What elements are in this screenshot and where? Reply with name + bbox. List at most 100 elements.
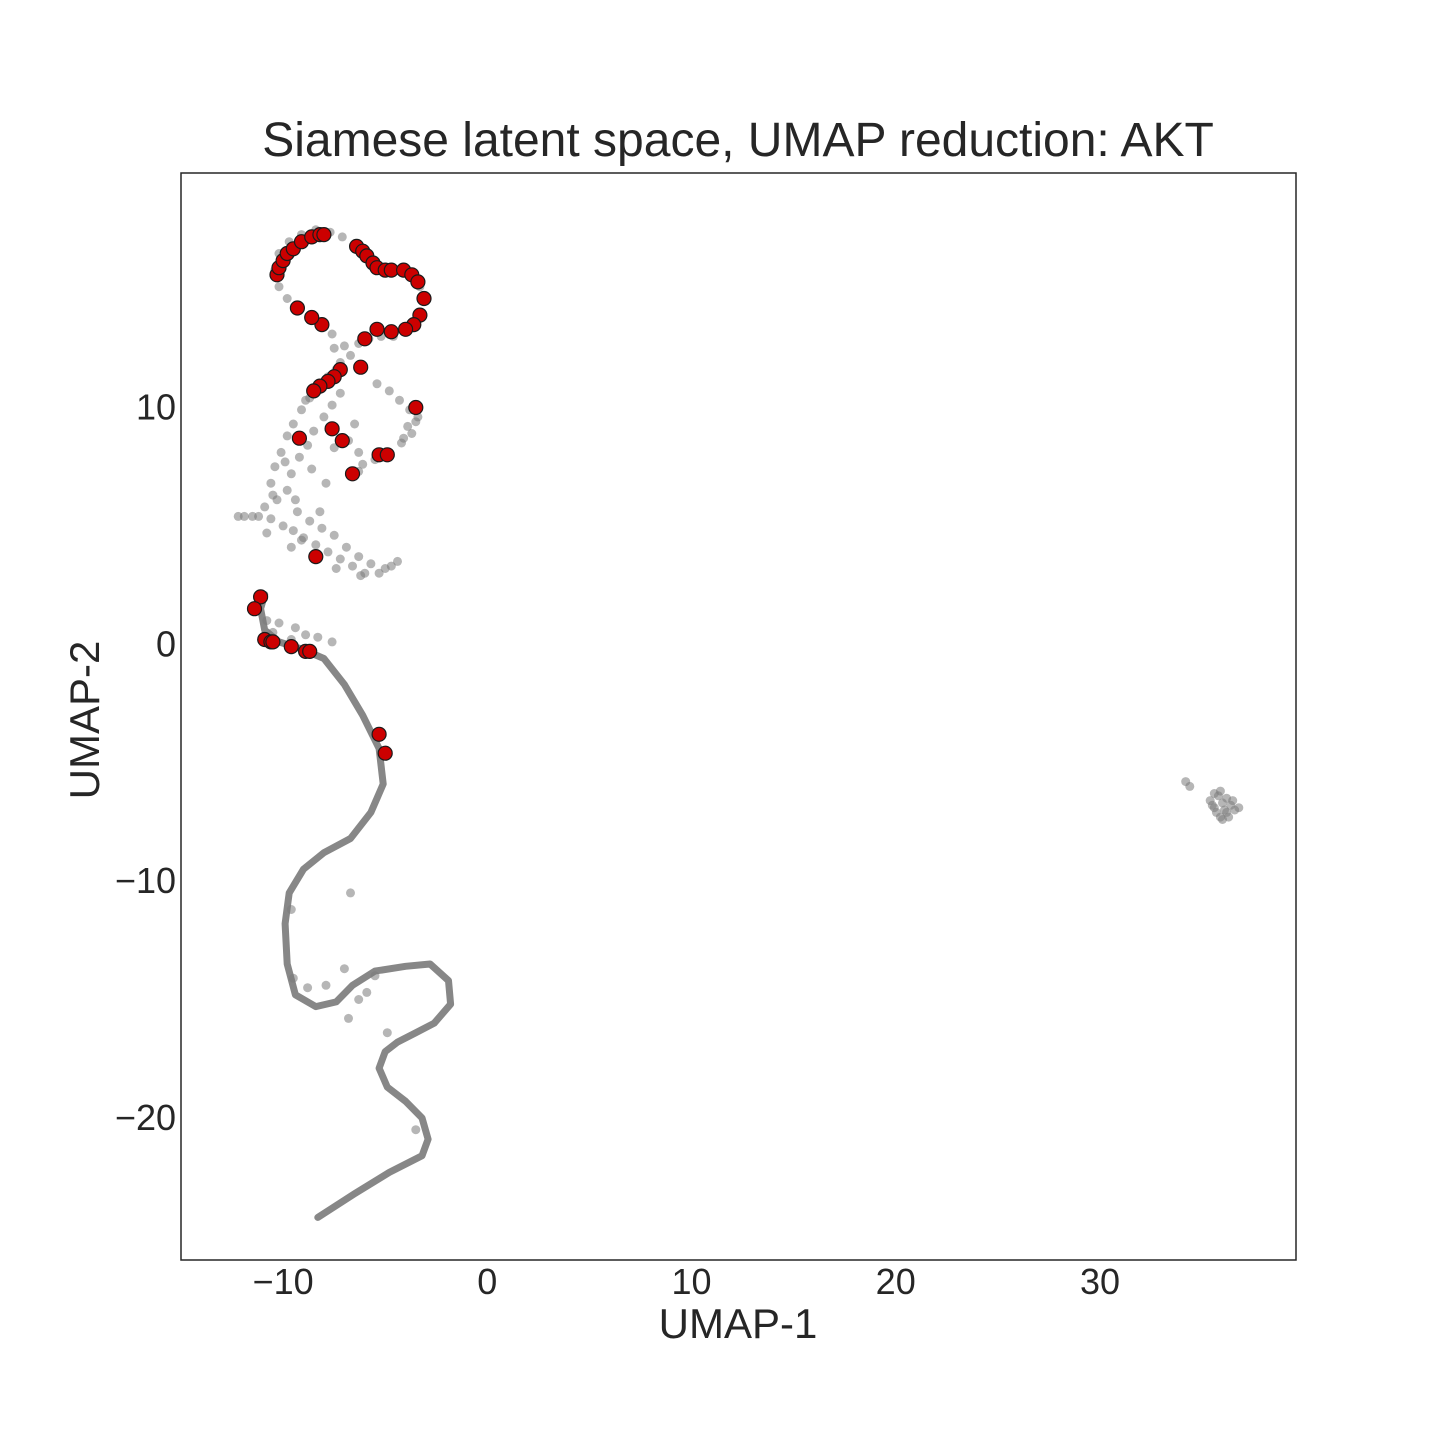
background-point — [1215, 786, 1225, 796]
background-point — [278, 521, 288, 531]
background-point — [288, 419, 298, 429]
highlighted-point — [377, 745, 393, 761]
highlighted-point — [265, 634, 281, 650]
highlighted-point — [291, 430, 307, 446]
background-point — [274, 618, 284, 628]
highlighted-point — [410, 274, 426, 290]
background-point — [305, 516, 315, 526]
highlighted-point — [289, 300, 305, 316]
highlighted-point — [253, 589, 269, 605]
y-tick-label: −20 — [115, 1097, 176, 1138]
highlighted-point — [357, 331, 373, 347]
background-point — [260, 502, 270, 512]
highlighted-point — [369, 321, 385, 337]
background-point — [254, 511, 264, 521]
highlighted-point — [314, 317, 330, 333]
background-point — [346, 888, 355, 898]
background-point — [356, 571, 366, 581]
background-point — [403, 421, 413, 431]
y-axis-label: UMAP-2 — [61, 641, 108, 800]
background-point — [290, 623, 300, 633]
x-tick-label: −10 — [253, 1261, 314, 1302]
background-point — [323, 547, 333, 557]
x-axis-ticks: −10 0 10 20 30 — [253, 1261, 1120, 1302]
highlighted-points-layer — [246, 227, 432, 761]
highlighted-point — [302, 643, 318, 660]
background-point — [286, 542, 296, 552]
background-point — [282, 431, 292, 441]
background-point — [321, 980, 331, 990]
background-point — [276, 447, 286, 457]
background-point — [286, 905, 296, 914]
background-point — [1234, 803, 1244, 813]
highlighted-point — [324, 421, 340, 437]
background-point — [294, 452, 304, 462]
background-point — [321, 478, 331, 488]
background-point — [313, 632, 323, 642]
background-point — [315, 507, 325, 517]
background-point — [366, 559, 376, 569]
background-point — [344, 1013, 353, 1023]
background-point — [319, 412, 329, 422]
background-point — [341, 542, 351, 552]
highlighted-point — [246, 601, 263, 617]
background-point — [307, 464, 317, 474]
background-point — [1220, 805, 1229, 815]
background-point — [297, 535, 306, 545]
x-tick-label: 10 — [671, 1261, 711, 1302]
highlighted-point — [306, 383, 322, 399]
background-point — [331, 564, 341, 573]
background-point — [309, 426, 319, 436]
background-point — [266, 514, 276, 524]
background-point — [350, 419, 360, 429]
background-point — [262, 616, 272, 626]
background-point — [362, 987, 372, 997]
background-point — [337, 232, 347, 242]
highlighted-point — [308, 548, 324, 565]
background-point — [1228, 796, 1238, 806]
background-point — [262, 528, 272, 538]
y-tick-label: 0 — [156, 623, 176, 664]
background-point — [233, 511, 243, 521]
background-point — [393, 556, 402, 566]
background-point — [354, 552, 364, 562]
background-point — [303, 440, 313, 450]
background-point — [384, 386, 394, 396]
highlighted-point — [371, 726, 387, 742]
chart-title: Siamese latent space, UMAP reduction: AK… — [262, 114, 1214, 167]
highlighted-point — [316, 227, 332, 243]
highlighted-point — [416, 290, 432, 307]
background-point — [335, 388, 345, 398]
x-tick-label: 20 — [876, 1261, 916, 1302]
background-point — [407, 429, 417, 438]
background-point — [346, 350, 355, 360]
background-point — [270, 462, 280, 472]
highlighted-point — [408, 399, 424, 416]
background-point — [358, 459, 368, 469]
background-point — [374, 568, 384, 578]
highlighted-point — [353, 359, 369, 375]
background-point — [286, 469, 296, 479]
background-point — [288, 973, 298, 983]
background-point — [1224, 812, 1234, 822]
background-point — [311, 540, 321, 550]
background-point — [327, 329, 337, 339]
background-point — [372, 379, 382, 389]
x-tick-label: 30 — [1080, 1261, 1120, 1302]
background-point — [399, 433, 409, 443]
background-point — [335, 554, 345, 564]
background-point — [280, 457, 290, 467]
highlighted-point — [304, 309, 320, 326]
background-point — [301, 630, 311, 640]
background-point — [317, 523, 327, 533]
background-point — [329, 530, 339, 540]
background-point — [301, 395, 311, 405]
highlighted-point — [383, 324, 399, 340]
highlighted-point — [344, 466, 361, 482]
background-point — [1185, 781, 1195, 791]
background-point — [327, 637, 337, 647]
background-point — [339, 964, 349, 974]
highlighted-point — [398, 321, 414, 337]
background-point — [297, 405, 306, 415]
